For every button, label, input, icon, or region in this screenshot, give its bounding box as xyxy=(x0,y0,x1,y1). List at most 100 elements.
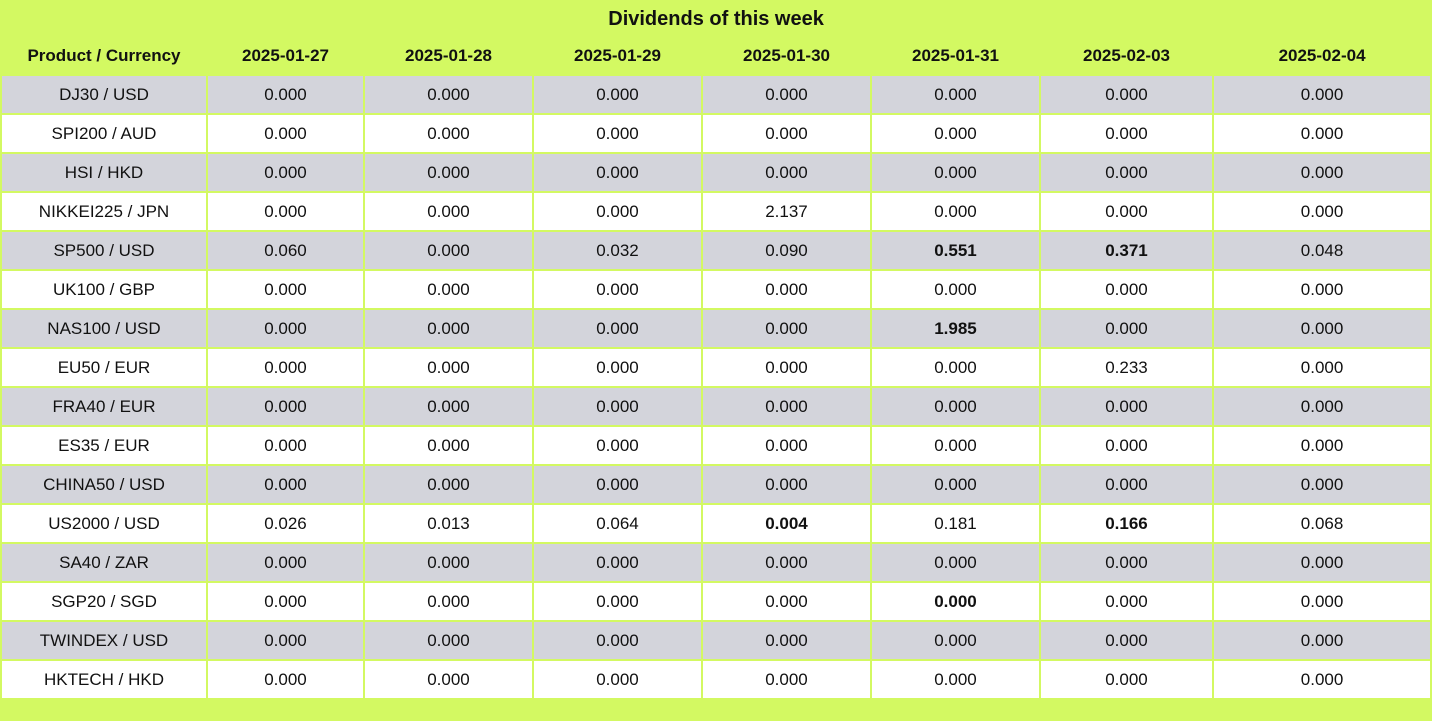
value-cell: 0.000 xyxy=(1041,583,1212,620)
value-cell: 0.000 xyxy=(534,115,701,152)
table-row: TWINDEX / USD 0.000 0.000 0.000 0.000 0.000 0.… xyxy=(2,622,1431,659)
value-cell: 0.000 xyxy=(1041,193,1212,230)
value-cell: 0.000 xyxy=(365,388,532,425)
product-cell: DJ30 / USD xyxy=(2,76,206,113)
table-row: NAS100 / USD 0.000 0.000 0.000 0.000 1.985 0.0… xyxy=(2,310,1431,347)
value-cell: 0.000 xyxy=(1041,388,1212,425)
value-cell: 0.000 xyxy=(208,76,363,113)
value-cell: 0.068 xyxy=(1214,505,1431,542)
value-cell: 0.000 xyxy=(1214,622,1431,659)
value-cell: 0.000 xyxy=(534,349,701,386)
value-cell: 0.000 xyxy=(1041,310,1212,347)
value-cell: 0.000 xyxy=(534,544,701,581)
table-row: ES35 / EUR 0.000 0.000 0.000 0.000 0.000 0.000… xyxy=(2,427,1431,464)
value-cell: 0.000 xyxy=(534,310,701,347)
value-cell: 0.000 xyxy=(534,466,701,503)
value-cell: 0.551 xyxy=(872,232,1039,269)
product-cell: EU50 / EUR xyxy=(2,349,206,386)
value-cell: 0.181 xyxy=(872,505,1039,542)
value-cell: 0.000 xyxy=(208,427,363,464)
column-header-row: Product / Currency 2025-01-27 2025-01-28… xyxy=(2,38,1430,74)
value-cell: 0.000 xyxy=(1214,583,1431,620)
value-cell: 0.000 xyxy=(534,154,701,191)
value-cell: 0.000 xyxy=(703,661,870,698)
value-cell: 0.000 xyxy=(1214,193,1431,230)
value-cell: 0.000 xyxy=(703,154,870,191)
value-cell: 0.000 xyxy=(703,544,870,581)
table-row: SP500 / USD 0.060 0.000 0.032 0.090 0.551 0.37… xyxy=(2,232,1431,269)
value-cell: 0.013 xyxy=(365,505,532,542)
value-cell: 0.000 xyxy=(365,466,532,503)
value-cell: 0.000 xyxy=(1041,427,1212,464)
value-cell: 0.000 xyxy=(1041,154,1212,191)
value-cell: 0.000 xyxy=(365,583,532,620)
title-row: Dividends of this week xyxy=(2,2,1430,36)
value-cell: 0.000 xyxy=(365,154,532,191)
value-cell: 0.004 xyxy=(703,505,870,542)
value-cell: 0.000 xyxy=(365,310,532,347)
value-cell: 0.000 xyxy=(208,271,363,308)
value-cell: 0.000 xyxy=(365,661,532,698)
value-cell: 0.048 xyxy=(1214,232,1431,269)
value-cell: 0.000 xyxy=(703,388,870,425)
value-cell: 0.000 xyxy=(1214,388,1431,425)
value-cell: 0.026 xyxy=(208,505,363,542)
value-cell: 0.000 xyxy=(1041,544,1212,581)
product-cell: SP500 / USD xyxy=(2,232,206,269)
value-cell: 0.000 xyxy=(365,76,532,113)
column-header-date-7: 2025-02-04 xyxy=(1278,46,1366,65)
value-cell: 0.000 xyxy=(1214,349,1431,386)
value-cell: 0.000 xyxy=(1214,271,1431,308)
value-cell: 0.000 xyxy=(1041,115,1212,152)
table-body: DJ30 / USD 0.000 0.000 0.000 0.000 0.000 0.000… xyxy=(2,76,1431,698)
value-cell: 0.000 xyxy=(208,583,363,620)
product-cell: US2000 / USD xyxy=(2,505,206,542)
column-header-product: Product / Currency xyxy=(27,46,181,65)
column-header-date-2: 2025-01-28 xyxy=(405,46,492,65)
value-cell: 1.985 xyxy=(872,310,1039,347)
value-cell: 0.000 xyxy=(534,76,701,113)
value-cell: 0.060 xyxy=(208,232,363,269)
value-cell: 0.000 xyxy=(208,544,363,581)
value-cell: 0.000 xyxy=(534,271,701,308)
table-row: NIKKEI225 / JPN 0.000 0.000 0.000 2.137 0.000… xyxy=(2,193,1431,230)
value-cell: 0.000 xyxy=(1041,661,1212,698)
value-cell: 0.000 xyxy=(872,622,1039,659)
value-cell: 0.000 xyxy=(365,349,532,386)
product-cell: CHINA50 / USD xyxy=(2,466,206,503)
value-cell: 0.000 xyxy=(1214,544,1431,581)
table-row: EU50 / EUR 0.000 0.000 0.000 0.000 0.000 0.233… xyxy=(2,349,1431,386)
value-cell: 0.000 xyxy=(703,466,870,503)
value-cell: 0.000 xyxy=(534,388,701,425)
product-cell: FRA40 / EUR xyxy=(2,388,206,425)
product-cell: ES35 / EUR xyxy=(2,427,206,464)
value-cell: 0.000 xyxy=(1214,115,1431,152)
product-cell: UK100 / GBP xyxy=(2,271,206,308)
table-row: US2000 / USD 0.026 0.013 0.064 0.004 0.181 0.1… xyxy=(2,505,1431,542)
column-header-date-5: 2025-01-31 xyxy=(912,46,999,65)
value-cell: 0.000 xyxy=(1214,427,1431,464)
value-cell: 0.000 xyxy=(872,466,1039,503)
value-cell: 0.000 xyxy=(703,115,870,152)
product-cell: HKTECH / HKD xyxy=(2,661,206,698)
table-row: HSI / HKD 0.000 0.000 0.000 0.000 0.000 0.000 0… xyxy=(2,154,1431,191)
value-cell: 0.000 xyxy=(703,271,870,308)
column-header-date-4: 2025-01-30 xyxy=(743,46,830,65)
value-cell: 0.032 xyxy=(534,232,701,269)
value-cell: 0.000 xyxy=(703,622,870,659)
value-cell: 0.000 xyxy=(208,310,363,347)
value-cell: 0.000 xyxy=(872,349,1039,386)
value-cell: 0.000 xyxy=(534,622,701,659)
value-cell: 0.000 xyxy=(208,388,363,425)
value-cell: 0.000 xyxy=(208,466,363,503)
value-cell: 0.233 xyxy=(1041,349,1212,386)
table-row: SA40 / ZAR 0.000 0.000 0.000 0.000 0.000 0.000… xyxy=(2,544,1431,581)
value-cell: 0.000 xyxy=(1041,466,1212,503)
value-cell: 0.000 xyxy=(1214,76,1431,113)
table-row: HKTECH / HKD 0.000 0.000 0.000 0.000 0.000 0.0… xyxy=(2,661,1431,698)
value-cell: 0.000 xyxy=(1214,661,1431,698)
table-row: SPI200 / AUD 0.000 0.000 0.000 0.000 0.000 0.0… xyxy=(2,115,1431,152)
value-cell: 0.000 xyxy=(365,544,532,581)
value-cell: 0.000 xyxy=(872,388,1039,425)
